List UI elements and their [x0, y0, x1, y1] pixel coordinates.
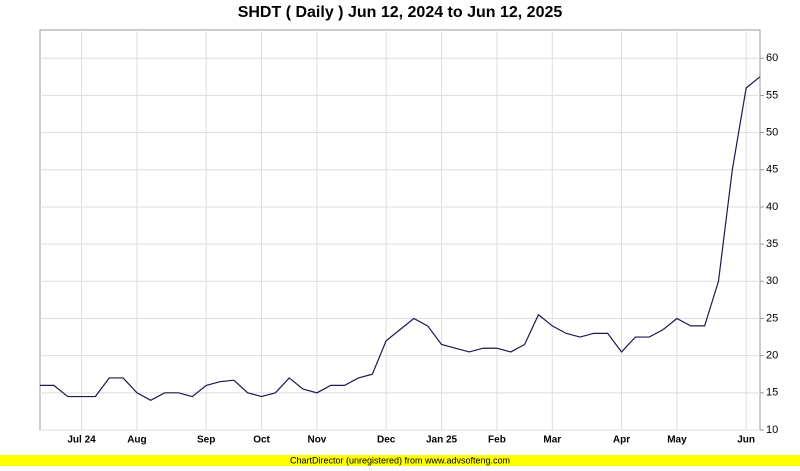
- y-tick-label: 20: [766, 350, 778, 362]
- x-tick-label: Jan 25: [426, 435, 458, 446]
- y-tick-label: 40: [766, 201, 778, 213]
- y-tick-label: 55: [766, 89, 778, 101]
- x-tick-label: Aug: [127, 435, 146, 446]
- y-tick-label: 35: [766, 238, 778, 250]
- x-tick-label: Nov: [307, 435, 326, 446]
- x-tick-label: Mar: [543, 435, 561, 446]
- x-tick-label: Feb: [488, 435, 506, 446]
- x-tick-label: Dec: [377, 435, 396, 446]
- x-tick-label: Oct: [253, 435, 270, 446]
- y-tick-label: 25: [766, 312, 778, 324]
- x-tick-label: Jun: [737, 435, 755, 446]
- footer-bar: [0, 455, 800, 466]
- plot-area: [39, 29, 761, 431]
- y-tick-label: 60: [766, 52, 778, 64]
- y-tick-label: 10: [766, 424, 778, 436]
- price-line: [40, 76, 761, 401]
- y-tick-label: 50: [766, 127, 778, 139]
- x-tick-label: May: [667, 435, 687, 446]
- chart-title: SHDT ( Daily ) Jun 12, 2024 to Jun 12, 2…: [238, 4, 563, 21]
- x-tick-label: Sep: [197, 435, 215, 446]
- y-tick-label: 15: [766, 387, 778, 399]
- x-tick-label: Jul 24: [67, 435, 96, 446]
- footer: ChartDirector (unregistered) from www.ad…: [290, 455, 510, 465]
- y-tick-label: 45: [766, 164, 778, 176]
- x-tick-label: Apr: [613, 435, 630, 446]
- y-tick-label: 30: [766, 275, 778, 287]
